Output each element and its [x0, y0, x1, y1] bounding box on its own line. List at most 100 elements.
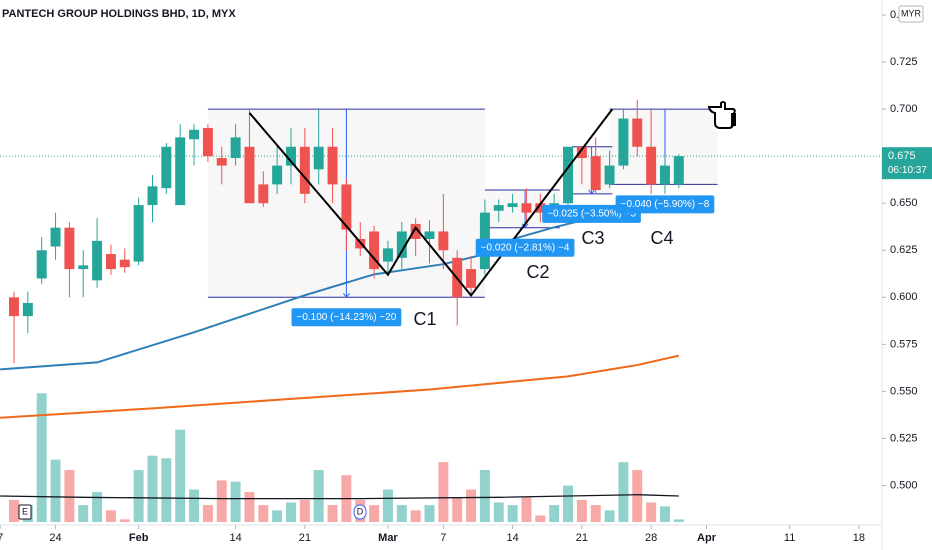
y-tick-label: 0.500 — [890, 479, 918, 491]
candle-body — [50, 227, 61, 247]
candle-body — [604, 165, 615, 185]
candle-body — [230, 137, 241, 159]
volume-bar — [438, 462, 449, 522]
candle-body — [646, 146, 657, 185]
zigzag-line — [248, 108, 614, 298]
volume-bar — [659, 506, 670, 522]
volume-bar — [258, 505, 269, 522]
candle-body — [119, 259, 130, 268]
volume-bar — [521, 497, 532, 522]
candle-body — [258, 184, 269, 204]
volume-bar — [272, 510, 283, 522]
candle-body — [216, 158, 227, 166]
volume-bar — [369, 505, 380, 522]
x-tick-label: 7 — [440, 532, 446, 544]
measure-label: −0.100 (−14.23%) −20 — [296, 312, 396, 323]
x-tick-label: 14 — [506, 532, 518, 544]
candle-body — [327, 146, 338, 185]
candle-body — [369, 231, 380, 270]
currency-box[interactable] — [898, 5, 924, 23]
chart-title: PANTECH GROUP HOLDINGS BHD, 1D, MYX — [2, 8, 236, 20]
last-price-label: 0.675 — [888, 150, 916, 162]
candle-body — [521, 203, 532, 213]
candle-body — [105, 254, 116, 270]
x-tick-label: 14 — [229, 532, 241, 544]
event-marker — [18, 504, 32, 520]
candle-body — [576, 146, 587, 159]
volume-bar — [604, 510, 615, 522]
volume-bar — [286, 502, 296, 522]
volume-bar — [299, 499, 310, 522]
y-tick-label: 0.600 — [890, 291, 918, 303]
candle-body — [22, 302, 33, 317]
volume-bar — [618, 462, 629, 522]
candle-body — [341, 184, 352, 230]
x-tick-label: Mar — [378, 532, 398, 544]
volume-bar — [673, 519, 684, 522]
event-marker — [353, 504, 367, 520]
y-tick-label: 0.650 — [890, 197, 918, 209]
volume-bar — [452, 497, 463, 522]
volume-bar — [646, 502, 657, 522]
measure-label: −0.020 (−2.81%) −4 — [481, 242, 570, 253]
y-tick-label: 0.525 — [890, 432, 918, 444]
countdown: 06:10:37 — [888, 165, 927, 176]
candle-body — [189, 129, 200, 140]
volume-bar — [382, 489, 393, 522]
y-tick-label: 0.725 — [890, 56, 918, 68]
volume-ma-line — [0, 494, 679, 500]
volume-bar — [78, 505, 89, 522]
volume-bar — [216, 480, 227, 522]
volume-bar — [64, 470, 75, 522]
volume-bar — [119, 519, 130, 522]
candle-body — [313, 146, 324, 170]
wave-label: C3 — [581, 228, 604, 248]
candle-body — [202, 127, 213, 157]
volume-bar — [50, 459, 61, 522]
wave-label: C4 — [650, 228, 673, 248]
candle-body — [410, 223, 421, 239]
measure-label-bg — [475, 238, 575, 257]
last-price-tag — [882, 147, 932, 180]
volume-bar — [410, 510, 421, 522]
volume-bar — [549, 505, 560, 522]
candle-body — [563, 146, 573, 204]
x-tick-label: Apr — [697, 532, 717, 544]
x-tick-label: 11 — [784, 532, 795, 544]
candle-body — [175, 137, 186, 206]
volume-bar — [327, 505, 338, 522]
volume-bar — [479, 470, 490, 522]
measure-label: −0.025 (−3.50%) −5 — [547, 208, 636, 219]
candle-body — [618, 118, 629, 166]
volume-bar — [576, 499, 587, 522]
volume-bar — [189, 489, 200, 522]
x-tick-label: Feb — [129, 532, 149, 544]
candle-body — [299, 146, 310, 194]
hand-icon — [707, 101, 736, 129]
candle-body — [92, 240, 103, 281]
volume-bar — [563, 485, 573, 522]
candle-body — [632, 118, 643, 147]
y-tick-label: 0.575 — [890, 338, 918, 350]
candle-body — [659, 165, 670, 185]
volume-bar — [313, 470, 324, 522]
volume-bar — [161, 458, 172, 522]
candle-body — [493, 205, 504, 211]
volume-bar — [244, 492, 255, 522]
measure-label: −0.040 (−5.90%) −8 — [621, 199, 710, 210]
y-tick-label: 0.625 — [890, 244, 918, 256]
x-tick-label: 28 — [645, 532, 657, 544]
wave-label: C1 — [413, 309, 436, 329]
volume-bar — [147, 455, 158, 522]
currency: MYR — [901, 8, 922, 18]
volume-bar — [230, 481, 241, 522]
candle-body — [133, 205, 144, 262]
x-tick-label: 18 — [853, 532, 865, 544]
volume-bar — [590, 505, 601, 522]
candle-body — [9, 297, 19, 317]
volume-bar — [9, 499, 19, 522]
candle-body — [64, 227, 75, 270]
candle-body — [673, 156, 684, 185]
candle-body — [535, 203, 546, 213]
